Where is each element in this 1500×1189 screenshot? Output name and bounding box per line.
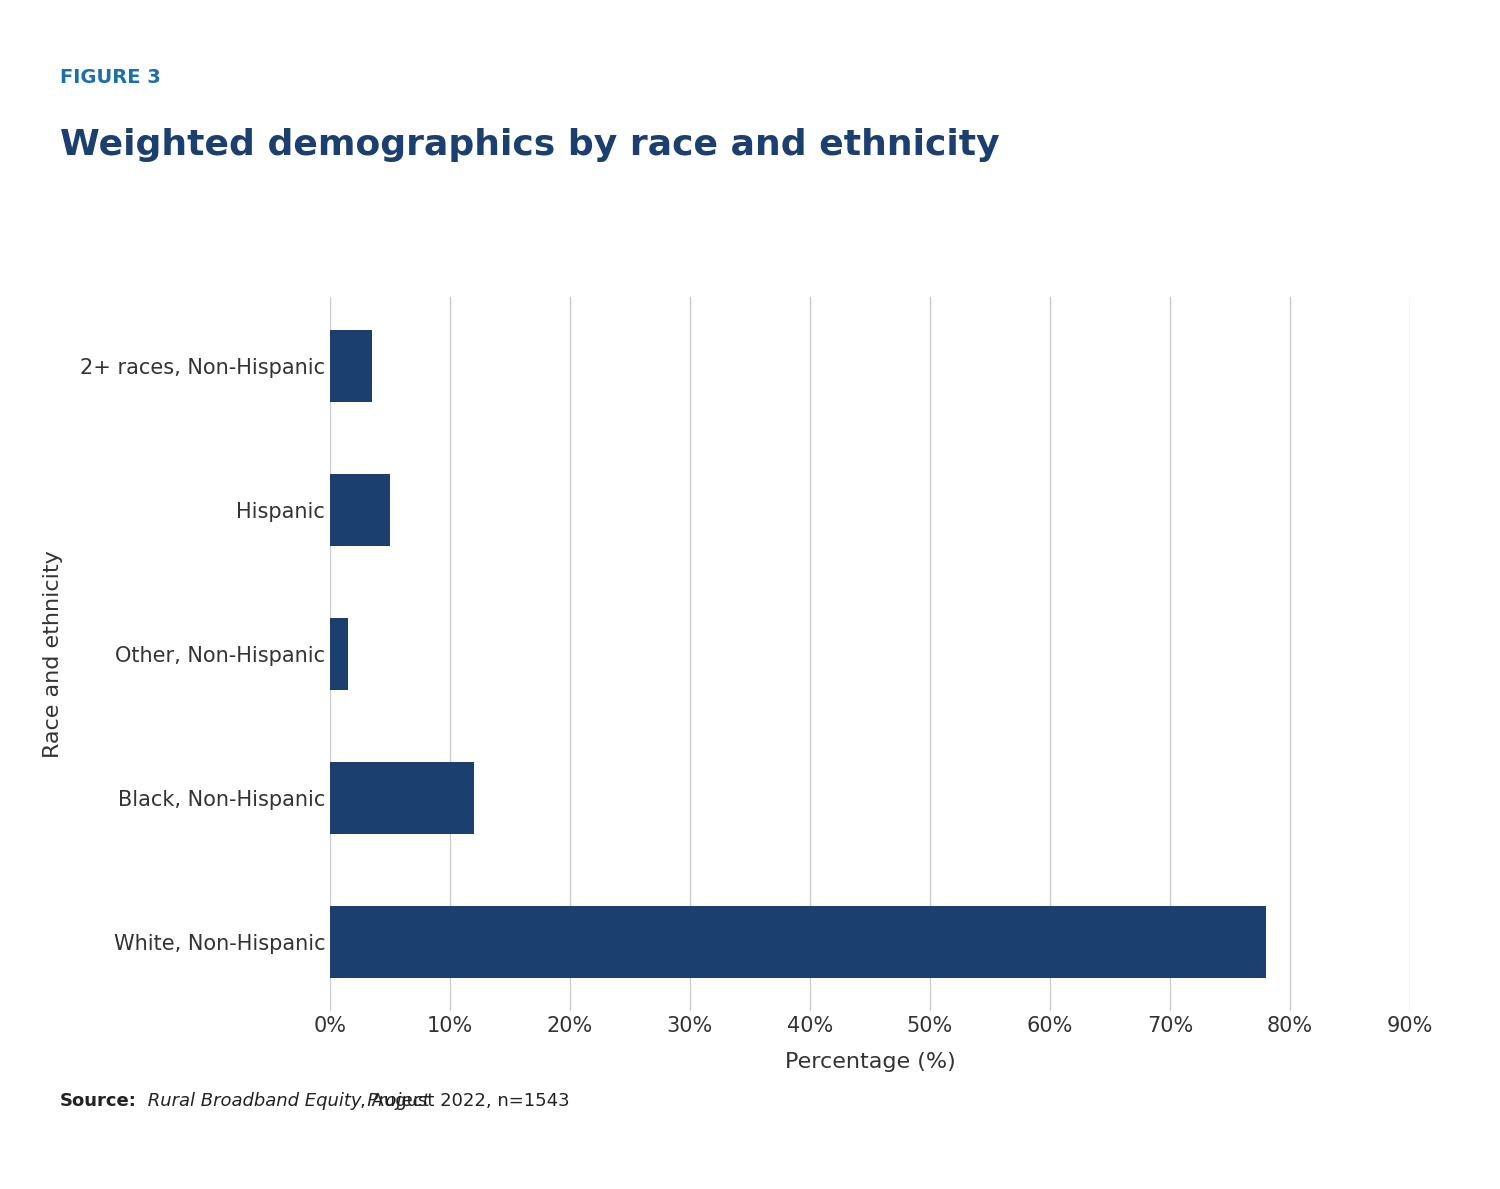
- Text: , August 2022, n=1543: , August 2022, n=1543: [360, 1092, 570, 1109]
- Text: FIGURE 3: FIGURE 3: [60, 68, 160, 87]
- Bar: [330, 762, 474, 835]
- Bar: [330, 906, 1266, 979]
- Bar: [330, 473, 390, 546]
- Bar: [330, 329, 372, 402]
- Text: Weighted demographics by race and ethnicity: Weighted demographics by race and ethnic…: [60, 127, 999, 162]
- Text: Source:: Source:: [60, 1092, 136, 1109]
- Y-axis label: Race and ethnicity: Race and ethnicity: [44, 551, 63, 757]
- Text: Rural Broadband Equity Project: Rural Broadband Equity Project: [142, 1092, 430, 1109]
- X-axis label: Percentage (%): Percentage (%): [784, 1052, 956, 1072]
- Bar: [330, 618, 348, 690]
